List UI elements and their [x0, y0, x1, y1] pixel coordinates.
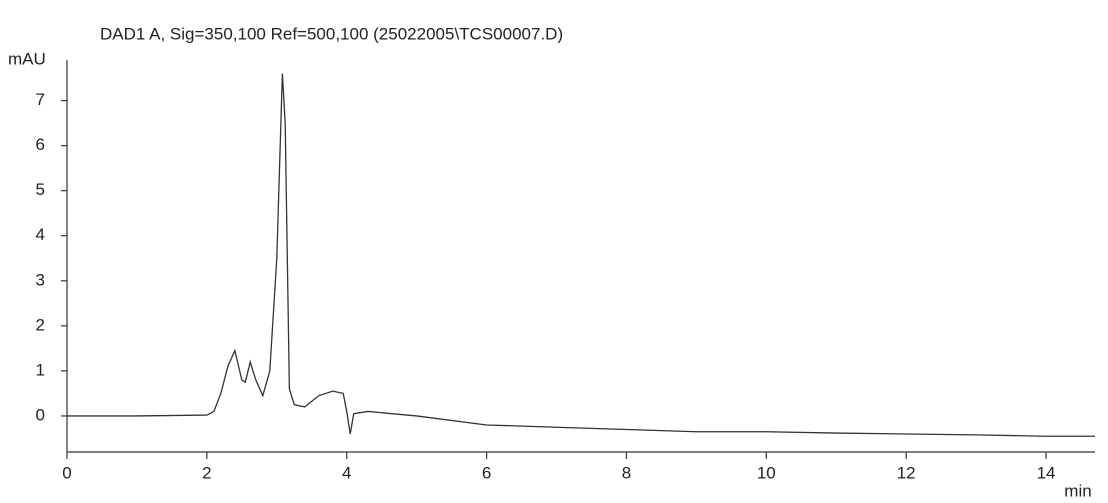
x-tick-label: 10: [757, 463, 776, 482]
chart: DAD1 A, Sig=350,100 Ref=500,100 (2502200…: [0, 0, 1108, 503]
y-tick-label: 1: [36, 360, 45, 379]
y-axis-label: mAU: [8, 49, 46, 68]
x-tick-label: 14: [1037, 463, 1056, 482]
y-tick-label: 7: [36, 90, 45, 109]
y-tick-label: 0: [36, 405, 45, 424]
x-tick-label: 4: [342, 463, 351, 482]
x-tick-label: 12: [897, 463, 916, 482]
x-tick-label: 8: [622, 463, 631, 482]
x-axis-label: min: [1064, 481, 1091, 500]
chart-title: DAD1 A, Sig=350,100 Ref=500,100 (2502200…: [100, 24, 563, 43]
y-tick-label: 5: [36, 180, 45, 199]
y-tick-label: 2: [36, 315, 45, 334]
x-tick-label: 6: [482, 463, 491, 482]
line-series: [67, 74, 1095, 437]
x-tick-label: 2: [202, 463, 211, 482]
y-tick-label: 6: [36, 135, 45, 154]
y-tick-label: 3: [36, 270, 45, 289]
x-tick-label: 0: [62, 463, 71, 482]
y-tick-label: 4: [36, 225, 45, 244]
